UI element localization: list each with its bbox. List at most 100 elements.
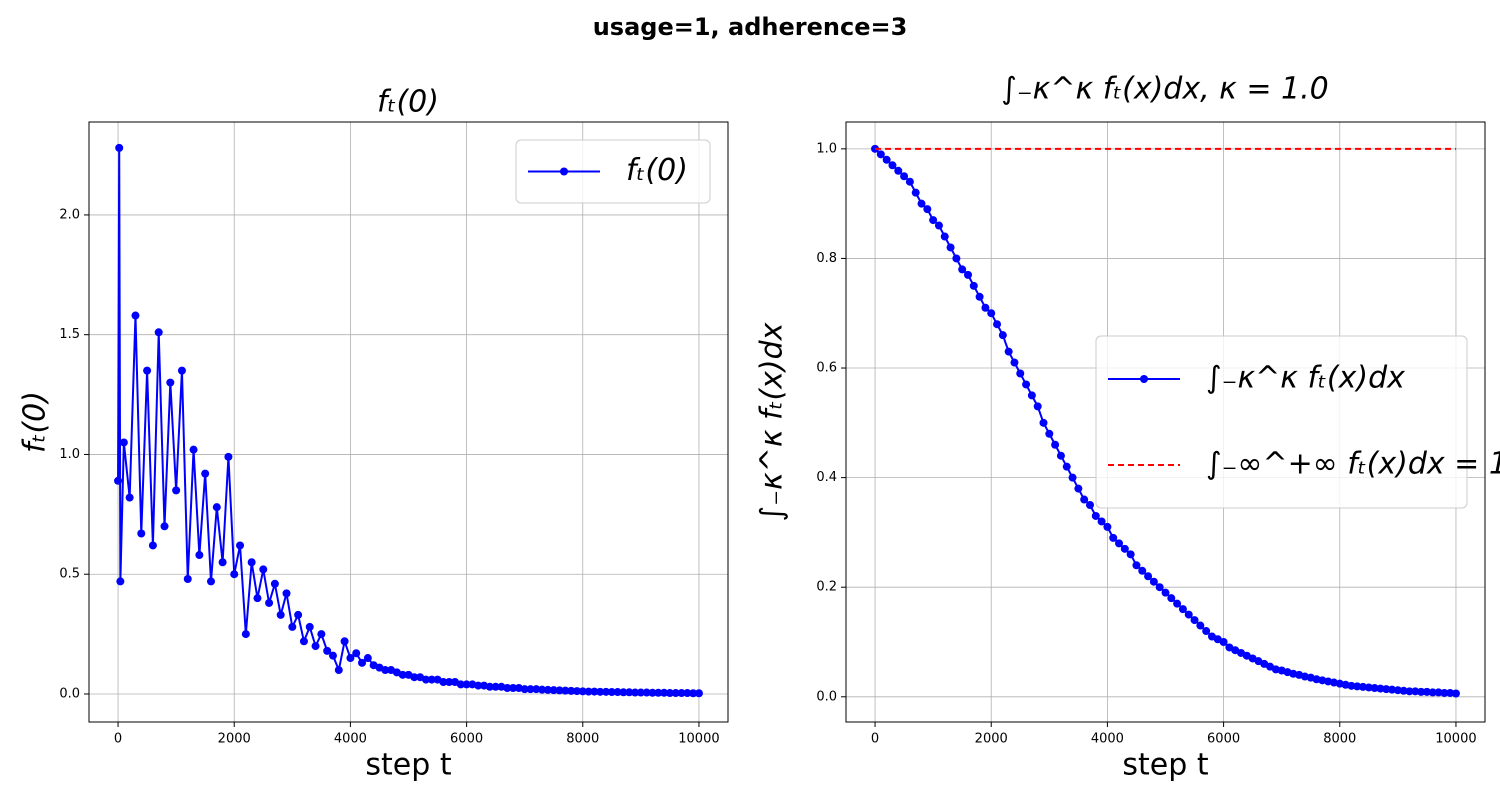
data-point [1440, 688, 1449, 697]
data-point [648, 688, 657, 697]
y-tick-label: 1.0 [816, 141, 837, 156]
y-tick-label: 0.0 [816, 689, 837, 704]
data-point [613, 688, 622, 697]
data-point [1364, 683, 1373, 692]
data-point [201, 469, 210, 478]
y-tick-label: 0.4 [816, 470, 837, 485]
data-point [929, 216, 938, 225]
data-point [241, 630, 250, 639]
data-point [230, 570, 239, 579]
data-point [1068, 473, 1077, 482]
data-point [485, 682, 494, 691]
data-point [876, 150, 885, 159]
data-point [665, 689, 674, 698]
data-point [958, 265, 967, 274]
data-point [1359, 682, 1368, 691]
data-point [923, 205, 932, 214]
data-point [154, 328, 163, 337]
legend-marker [560, 167, 568, 176]
data-point [218, 558, 227, 567]
data-point [619, 688, 628, 697]
data-point [1051, 440, 1060, 449]
data-point [1062, 462, 1071, 471]
data-point [532, 685, 541, 694]
data-point [1080, 495, 1089, 504]
data-point [445, 678, 454, 686]
data-point [543, 685, 552, 694]
data-point [677, 689, 686, 698]
data-point [166, 378, 175, 387]
x-tick-label: 2000 [975, 732, 1008, 747]
y-tick-label: 1.0 [59, 447, 80, 462]
data-point [561, 686, 570, 695]
data-point [654, 688, 663, 697]
data-point [911, 188, 920, 197]
data-point [116, 577, 125, 586]
data-point [1144, 572, 1153, 581]
data-point [288, 622, 297, 631]
y-tick-label: 2.0 [59, 207, 80, 222]
data-point [578, 687, 587, 696]
axes-frame [845, 121, 1486, 723]
data-point [1173, 599, 1182, 608]
subplot-title: fₜ(0) [377, 85, 439, 120]
x-tick-label: 4000 [334, 732, 367, 747]
data-point [882, 155, 891, 164]
data-point [602, 687, 611, 696]
data-point [694, 689, 703, 698]
data-point [189, 445, 198, 454]
data-point [1074, 484, 1083, 493]
data-point [1202, 627, 1211, 636]
data-point [299, 637, 308, 646]
data-point [137, 529, 146, 538]
data-point [340, 637, 349, 646]
data-point [1039, 418, 1048, 427]
data-point [1353, 682, 1362, 691]
data-point [1120, 544, 1129, 553]
data-point [427, 675, 436, 684]
data-point [963, 270, 972, 279]
data-point [259, 565, 268, 574]
data-point [888, 161, 897, 170]
legend-label: fₜ(0) [626, 153, 688, 188]
data-point [987, 309, 996, 318]
data-point [1016, 369, 1025, 378]
data-point [1045, 429, 1054, 438]
data-point [172, 486, 181, 495]
data-point [952, 254, 961, 263]
data-point [1027, 391, 1036, 400]
data-point [572, 687, 581, 696]
data-point [119, 438, 128, 447]
data-point [224, 452, 233, 461]
data-point [1091, 511, 1100, 520]
data-point [317, 630, 326, 639]
x-tick-label: 2000 [218, 732, 251, 747]
data-point [334, 666, 343, 675]
data-point [398, 670, 407, 679]
data-point [247, 558, 256, 567]
data-point [381, 666, 390, 675]
data-point [1451, 689, 1460, 698]
data-point [282, 589, 291, 598]
data-point [346, 654, 355, 663]
data-point [1126, 550, 1135, 559]
x-axis-label: step t [365, 748, 451, 783]
data-point [1347, 681, 1356, 690]
data-point [439, 678, 448, 686]
data-point [294, 610, 303, 619]
data-point [1399, 686, 1408, 695]
data-point [352, 649, 361, 658]
data-point [934, 221, 943, 230]
data-point [1138, 566, 1147, 575]
x-tick-label: 4000 [1091, 732, 1124, 747]
data-point [1434, 688, 1443, 697]
data-point [549, 686, 558, 695]
x-axis-label: step t [1122, 748, 1208, 783]
data-point [905, 177, 914, 186]
subplot-title: ∫₋κ^κ fₜ(x)dx, κ = 1.0 [1001, 72, 1329, 107]
x-tick-label: 6000 [450, 732, 483, 747]
legend-label: ∫₋κ^κ fₜ(x)dx [1206, 361, 1405, 396]
data-point [265, 598, 274, 607]
data-point [567, 686, 576, 695]
